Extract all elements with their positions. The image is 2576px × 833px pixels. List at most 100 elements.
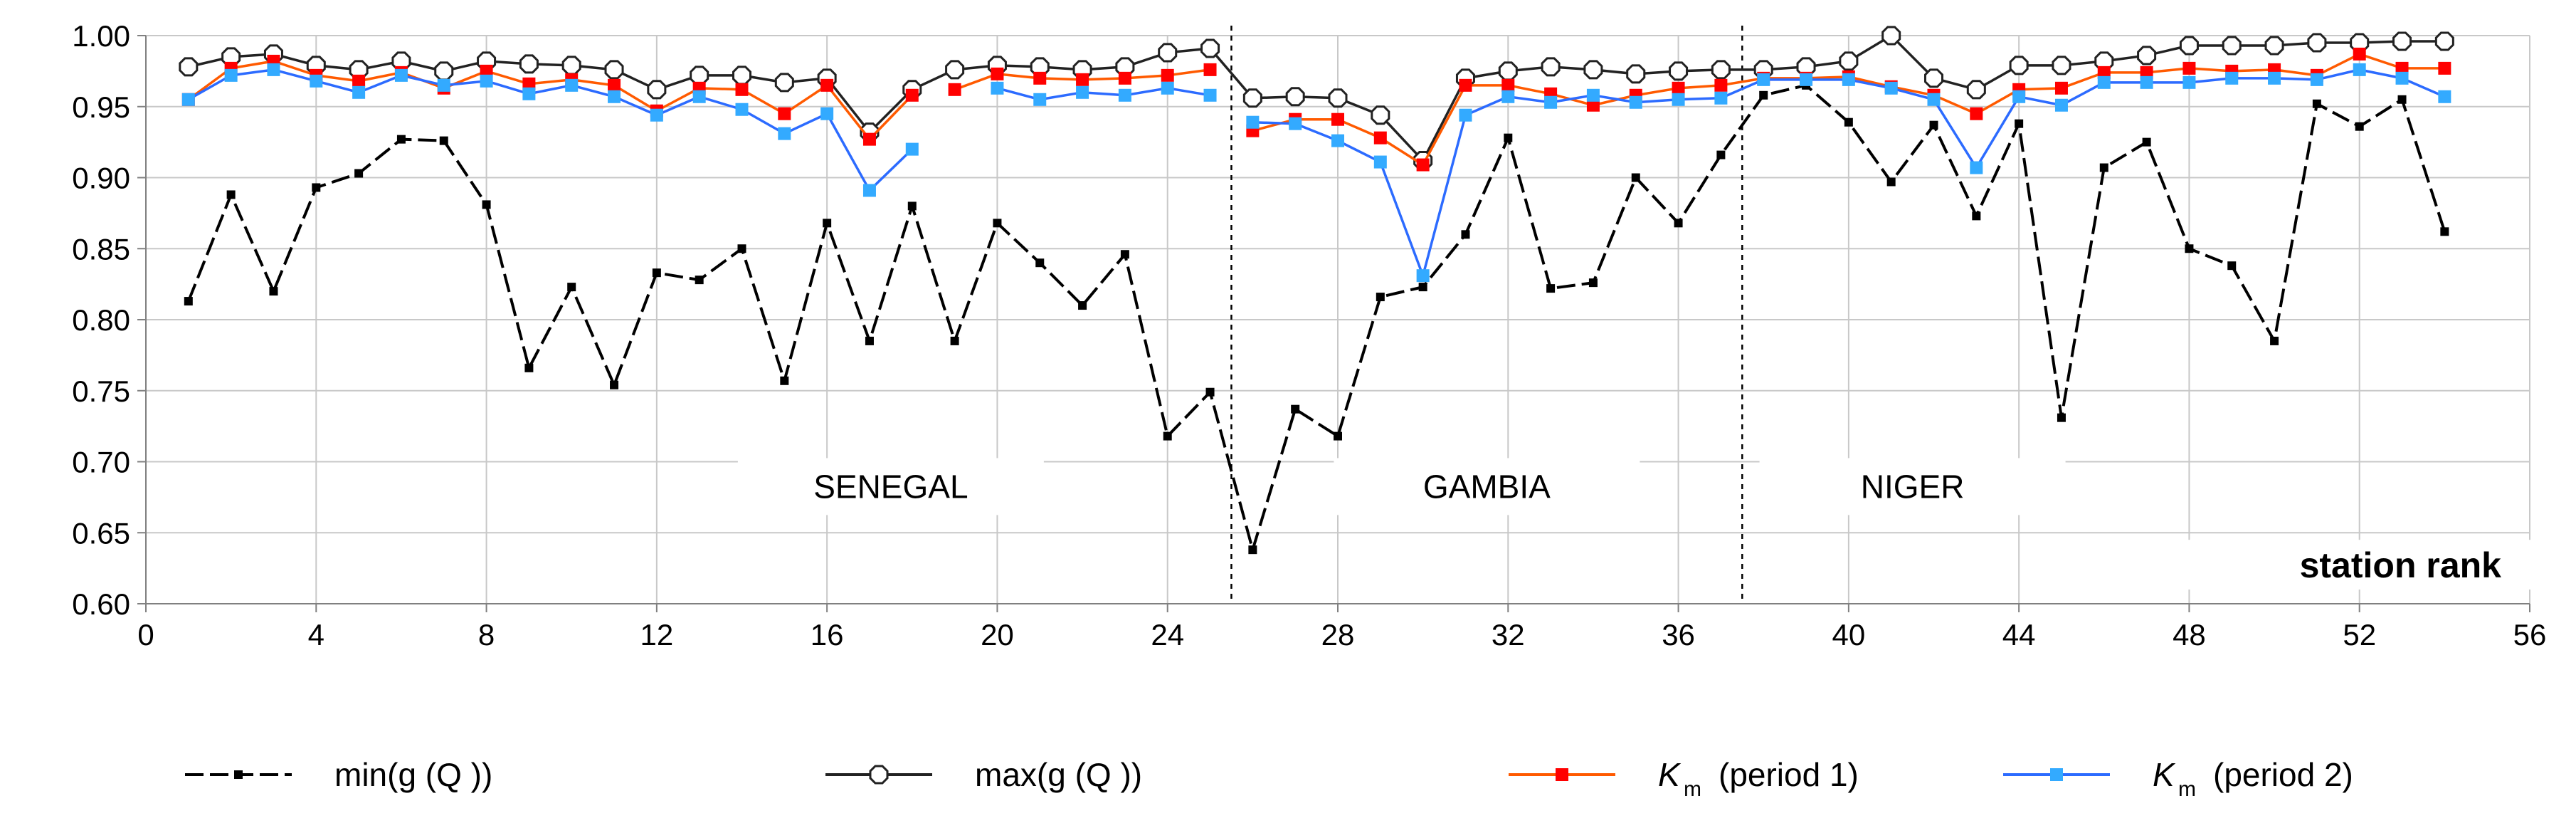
data-point bbox=[2140, 75, 2153, 89]
data-point bbox=[945, 60, 965, 80]
data-point bbox=[2009, 56, 2029, 75]
data-point bbox=[1714, 78, 1728, 92]
data-point bbox=[2307, 33, 2327, 53]
legend-label: (period 1) bbox=[1719, 756, 1859, 793]
data-point bbox=[735, 83, 749, 96]
axes: 0 4 8 12 16 20 24 28 32 36 40 44 48 52 560.600.650.700… bbox=[72, 19, 2546, 651]
data-point bbox=[1672, 81, 1685, 95]
region-label-box bbox=[1334, 458, 1640, 515]
data-point bbox=[905, 88, 919, 102]
data-point bbox=[1626, 64, 1646, 84]
data-point bbox=[1586, 88, 1600, 102]
data-point bbox=[1501, 78, 1515, 92]
legend-marker bbox=[234, 770, 243, 779]
y-tick-label: 0.70 bbox=[72, 446, 130, 479]
data-point bbox=[1161, 68, 1174, 82]
data-point bbox=[2395, 71, 2409, 85]
data-point bbox=[1501, 90, 1515, 103]
data-point bbox=[1844, 117, 1853, 127]
legend-subscript: m bbox=[2178, 777, 2196, 801]
region-label-box bbox=[737, 458, 1044, 515]
legend-marker bbox=[2050, 768, 2063, 781]
region-label-niger: NIGER bbox=[1861, 468, 1965, 505]
data-point bbox=[1373, 131, 1387, 145]
data-point bbox=[1461, 230, 1470, 239]
data-point bbox=[2099, 163, 2108, 172]
x-tick-label: 16 bbox=[811, 618, 844, 651]
data-point bbox=[905, 142, 919, 156]
data-point bbox=[865, 336, 874, 345]
data-point bbox=[1120, 250, 1129, 259]
data-point bbox=[1757, 73, 1770, 86]
data-point bbox=[352, 85, 366, 99]
x-tick-label: 20 bbox=[981, 618, 1014, 651]
legend-label: min(g (Q )) bbox=[334, 756, 492, 793]
data-point bbox=[610, 380, 619, 389]
data-point bbox=[950, 336, 959, 345]
series-0 bbox=[184, 80, 2449, 555]
data-point bbox=[2015, 119, 2024, 128]
data-point bbox=[2222, 36, 2242, 56]
data-point bbox=[695, 276, 704, 285]
data-point bbox=[608, 90, 621, 103]
data-point bbox=[2353, 63, 2366, 76]
data-point bbox=[652, 268, 661, 278]
data-point bbox=[1544, 95, 1558, 109]
series-line bbox=[187, 68, 914, 192]
region-label-box bbox=[1759, 458, 2066, 515]
data-point bbox=[1033, 71, 1047, 85]
data-point bbox=[1716, 150, 1726, 159]
data-point bbox=[2355, 122, 2364, 131]
data-point bbox=[1800, 73, 1813, 86]
data-point bbox=[907, 201, 917, 211]
data-point bbox=[1331, 134, 1344, 147]
data-point bbox=[993, 219, 1002, 228]
data-point bbox=[396, 135, 406, 144]
data-point bbox=[1970, 107, 1983, 120]
data-point bbox=[1972, 211, 1981, 221]
data-point bbox=[732, 66, 752, 85]
data-point bbox=[224, 68, 238, 82]
data-point bbox=[1416, 158, 1430, 172]
data-point bbox=[2182, 61, 2196, 75]
data-point bbox=[561, 56, 581, 75]
data-point bbox=[439, 136, 448, 145]
data-point bbox=[1418, 283, 1427, 292]
data-point bbox=[1459, 78, 1472, 92]
data-point bbox=[2225, 71, 2239, 85]
data-point bbox=[650, 108, 663, 122]
data-point bbox=[1966, 80, 1986, 100]
data-point bbox=[692, 90, 706, 103]
data-point bbox=[524, 363, 534, 372]
data-point bbox=[1291, 404, 1300, 414]
y-tick-label: 0.85 bbox=[72, 232, 130, 266]
legend-symbol: K bbox=[1658, 756, 1682, 793]
data-point bbox=[1078, 301, 1087, 310]
data-point bbox=[567, 283, 576, 292]
data-point bbox=[1714, 91, 1728, 105]
x-tick-label: 52 bbox=[2343, 618, 2376, 651]
data-point bbox=[1200, 38, 1220, 58]
data-point bbox=[2434, 31, 2454, 51]
data-point bbox=[778, 127, 791, 140]
data-point bbox=[1759, 90, 1768, 100]
series-line bbox=[186, 83, 2446, 552]
data-point bbox=[774, 73, 794, 93]
data-point bbox=[2268, 71, 2281, 85]
legend-label: (period 2) bbox=[2213, 756, 2353, 793]
data-point bbox=[1376, 293, 1385, 302]
data-point bbox=[2182, 75, 2196, 89]
data-point bbox=[1373, 155, 1387, 169]
data-point bbox=[1498, 61, 1518, 81]
data-point bbox=[1334, 431, 1342, 441]
data-point bbox=[1711, 60, 1731, 80]
data-point bbox=[181, 93, 195, 106]
data-point bbox=[2054, 98, 2068, 112]
data-point bbox=[1285, 87, 1305, 107]
data-point bbox=[862, 132, 876, 146]
data-point bbox=[1459, 108, 1472, 122]
data-point bbox=[1541, 57, 1561, 77]
data-point bbox=[394, 68, 408, 82]
data-point bbox=[1927, 93, 1941, 106]
